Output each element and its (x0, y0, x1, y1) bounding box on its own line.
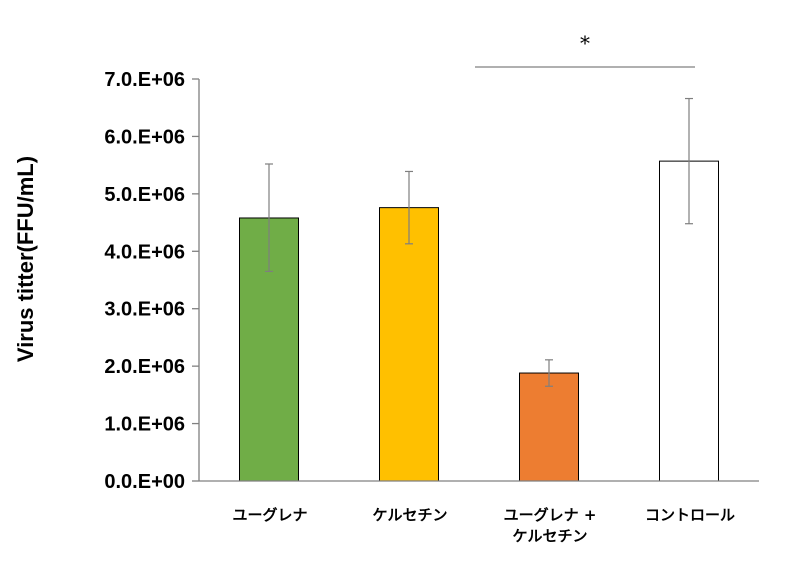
x-category-label: コントロール (645, 506, 735, 524)
error-bar-4 (685, 97, 693, 225)
significance-marker: * (475, 31, 695, 68)
y-tick-label: 5.0.E+06 (104, 184, 185, 206)
x-category-label: ユーグレナ (232, 506, 307, 524)
y-tick-label: 6.0.E+06 (104, 126, 185, 148)
y-axis: 0.0.E+00 1.0.E+06 2.0.E+06 3.0.E+06 4.0.E+06… (104, 69, 200, 493)
x-category-label: ユーグレナ + (504, 506, 597, 524)
y-tick-label: 1.0.E+06 (104, 414, 185, 436)
y-tick-label: 0.0.E+00 (104, 471, 185, 493)
y-tick-label: 4.0.E+06 (104, 241, 185, 263)
significance-asterisk: * (580, 31, 590, 55)
y-tick-label: 7.0.E+06 (104, 69, 185, 91)
y-axis-title: Virus titter(FFU/mL) (13, 156, 38, 362)
x-category-label: ケルセチン (512, 527, 587, 545)
bar-3 (519, 372, 579, 482)
y-tick-label: 3.0.E+06 (104, 299, 185, 321)
error-bar-3 (545, 359, 553, 387)
error-bar-2 (405, 170, 413, 245)
error-bar-1 (265, 163, 273, 272)
y-tick-label: 2.0.E+06 (104, 356, 185, 378)
bar-2 (379, 207, 439, 482)
x-category-label: ケルセチン (372, 506, 447, 524)
bars (239, 160, 719, 482)
error-bars (265, 97, 693, 387)
